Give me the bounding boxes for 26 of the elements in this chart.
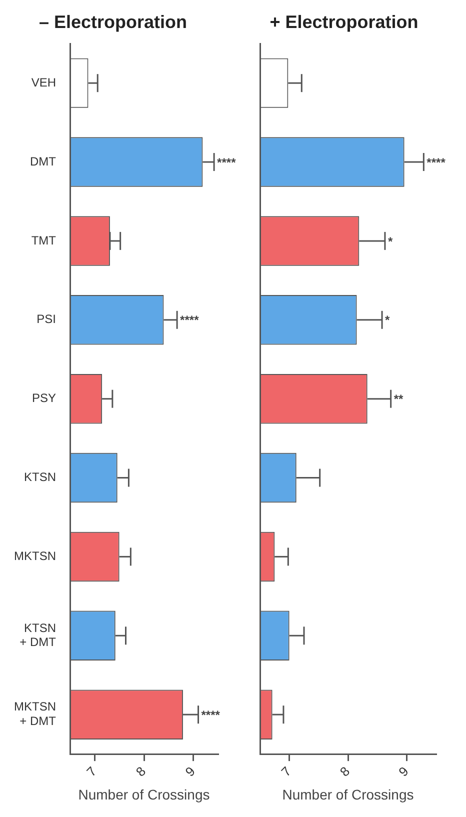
y-tick-label: TMT <box>31 233 57 248</box>
annotation: **** <box>180 313 200 328</box>
y-tick-label: MKTSN + DMT <box>14 700 57 728</box>
y-tick-label: PSY <box>32 391 56 406</box>
annotation: **** <box>426 155 446 170</box>
y-tick-label: KTSN <box>24 470 56 484</box>
y-tick-label: VEH <box>31 75 56 90</box>
annotation: **** <box>201 708 220 722</box>
y-tick-label: PSI <box>36 312 56 326</box>
annotation: * <box>385 313 390 328</box>
x-tick-label: 8 <box>132 764 149 780</box>
annotation: * <box>388 234 393 248</box>
x-tick-label: 7 <box>84 764 100 780</box>
x-tick-label: 9 <box>396 764 412 780</box>
y-tick-label: KTSN + DMT <box>20 620 57 650</box>
annotation: ** <box>394 392 404 406</box>
y-tick-label: MKTSN <box>14 549 56 564</box>
chart-title: – Electroporation <box>38 12 188 32</box>
x-axis-title: Number of Crossings <box>78 786 210 802</box>
annotation: **** <box>217 155 236 170</box>
x-tick-label: 9 <box>182 764 198 780</box>
x-axis-title: Number of Crossings <box>282 786 414 802</box>
x-tick-label: 8 <box>336 764 353 780</box>
chart-title: + Electroporation <box>270 12 418 32</box>
y-tick-label: DMT <box>30 154 57 168</box>
x-tick-label: 7 <box>278 764 294 780</box>
